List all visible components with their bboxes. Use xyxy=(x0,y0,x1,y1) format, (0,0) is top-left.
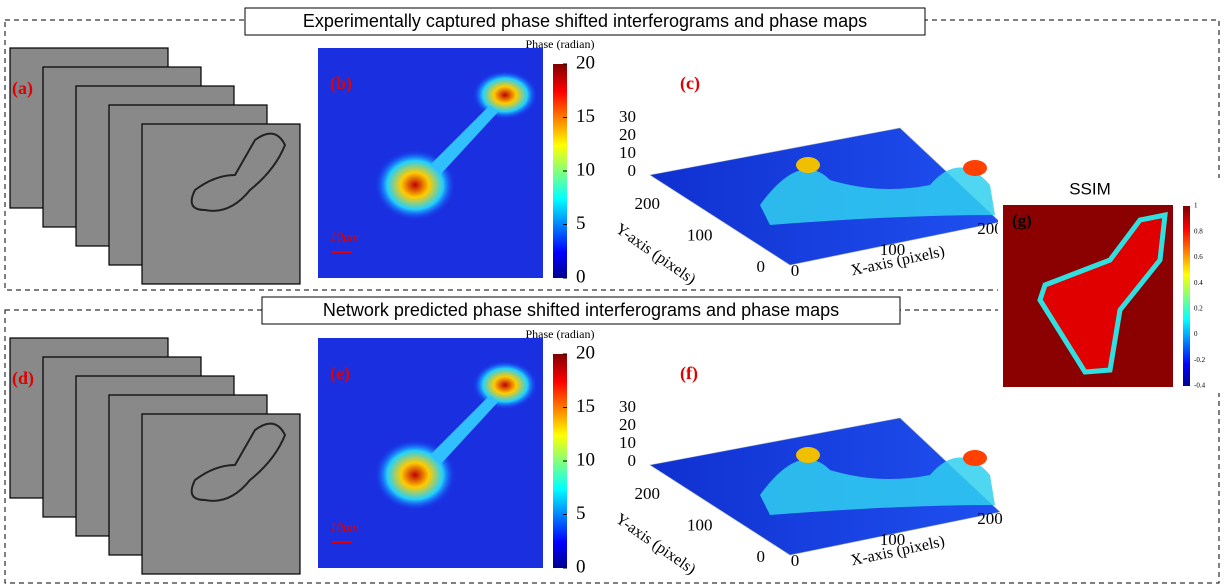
surface-peak xyxy=(963,160,987,176)
colorbar-tick-label: 20 xyxy=(576,342,595,363)
colorbar-tick-label: 0 xyxy=(576,266,586,287)
y-tick-label: 0 xyxy=(757,547,766,566)
y-tick-label: 200 xyxy=(635,194,661,213)
y-axis-label: Y-axis (pixels) xyxy=(612,220,699,288)
colorbar-label: Phase (radian) xyxy=(526,327,595,341)
surface-peak xyxy=(796,157,820,173)
ssim-title: SSIM xyxy=(1069,179,1111,198)
ssim-tick-label: 1 xyxy=(1194,202,1198,210)
z-tick-label: 10 xyxy=(619,433,636,452)
panel-label: (f) xyxy=(680,363,698,384)
y-tick-label: 100 xyxy=(687,225,713,244)
colorbar-tick-label: 0 xyxy=(576,556,586,577)
x-tick-label: 0 xyxy=(791,261,800,280)
ssim-tick-label: 0 xyxy=(1194,330,1198,338)
ssim-tick-label: 0.8 xyxy=(1194,227,1203,235)
z-tick-label: 0 xyxy=(628,161,637,180)
y-tick-label: 100 xyxy=(687,515,713,534)
y-tick-label: 0 xyxy=(757,257,766,276)
z-tick-label: 30 xyxy=(619,397,636,416)
surface-peak xyxy=(963,450,987,466)
interferogram xyxy=(142,124,300,284)
colorbar-tick-label: 15 xyxy=(576,396,595,417)
z-tick-label: 10 xyxy=(619,143,636,162)
x-tick-label: 0 xyxy=(791,551,800,570)
colorbar-tick-label: 10 xyxy=(576,449,595,470)
colorbar-tick-label: 10 xyxy=(576,159,595,180)
colorbar-tick-label: 20 xyxy=(576,52,595,73)
panel-label: (b) xyxy=(330,73,352,94)
ssim-tick-label: 0.4 xyxy=(1194,279,1203,287)
x-tick-label: 200 xyxy=(977,509,1003,528)
section-title: Experimentally captured phase shifted in… xyxy=(303,11,867,31)
colorbar-tick-label: 15 xyxy=(576,106,595,127)
section-title: Network predicted phase shifted interfer… xyxy=(323,300,839,320)
panel-label: (a) xyxy=(12,78,33,99)
z-tick-label: 20 xyxy=(619,125,636,144)
ssim-tick-label: -0.4 xyxy=(1194,382,1206,390)
panel-label: (d) xyxy=(12,368,34,389)
colorbar-tick-label: 5 xyxy=(576,503,586,524)
interferogram xyxy=(142,414,300,574)
z-tick-label: 0 xyxy=(628,451,637,470)
surface-peak xyxy=(796,447,820,463)
ssim-tick-label: -0.2 xyxy=(1194,356,1206,364)
panel-label: (c) xyxy=(680,73,700,94)
panel-label: (e) xyxy=(330,363,350,384)
panel-label: (g) xyxy=(1012,211,1032,230)
figure: Experimentally captured phase shifted in… xyxy=(0,0,1225,588)
ssim-tick-label: 0.2 xyxy=(1194,304,1203,312)
colorbar-tick-label: 5 xyxy=(576,213,586,234)
ssim-tick-label: 0.6 xyxy=(1194,253,1203,261)
scale-bar-label: 10μm xyxy=(330,229,359,244)
ssim-colorbar xyxy=(1183,206,1190,386)
phase-blob xyxy=(473,361,537,409)
z-tick-label: 30 xyxy=(619,107,636,126)
y-tick-label: 200 xyxy=(635,484,661,503)
scale-bar-label: 10μm xyxy=(330,519,359,534)
z-tick-label: 20 xyxy=(619,415,636,434)
y-axis-label: Y-axis (pixels) xyxy=(612,510,699,578)
colorbar-label: Phase (radian) xyxy=(526,37,595,51)
phase-blob xyxy=(473,71,537,119)
